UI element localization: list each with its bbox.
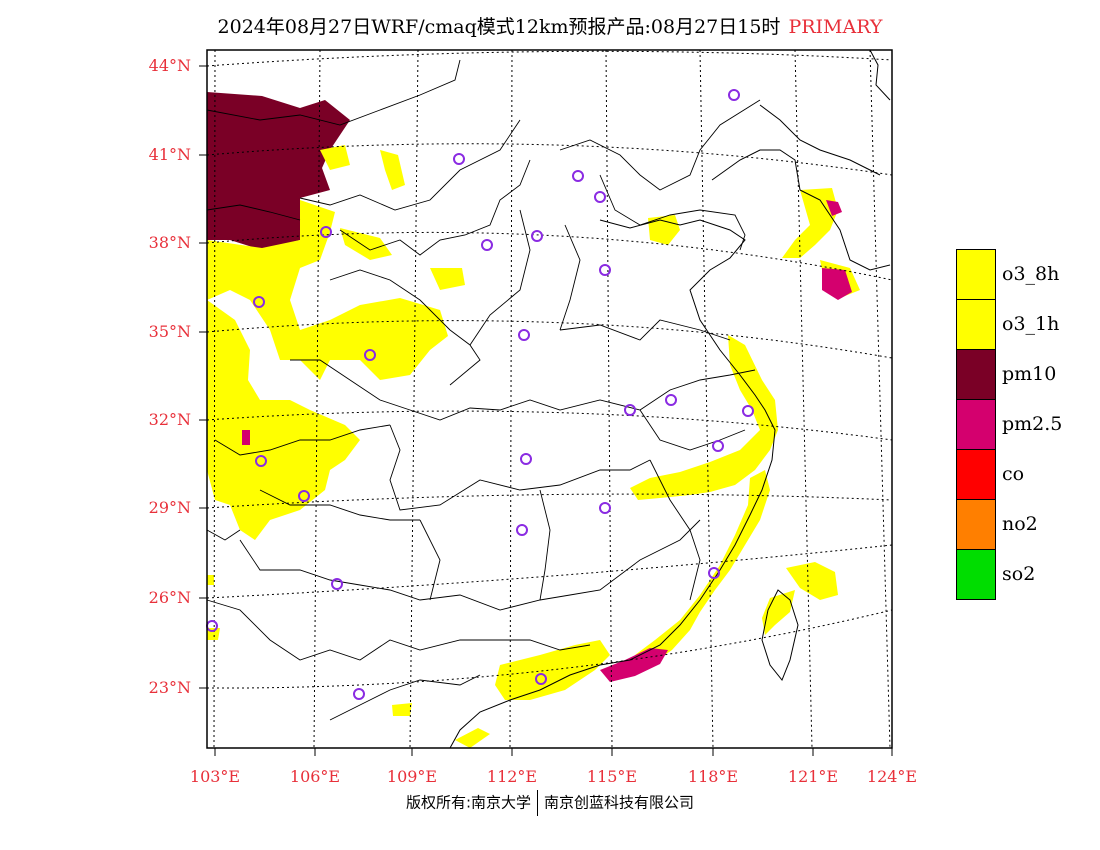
- pollutant-legend: o3_8h o3_1h pm10 pm2.5 co no2 so2: [956, 249, 1096, 600]
- lat-label: 41°N: [149, 145, 191, 164]
- lon-label: 112°E: [487, 767, 537, 786]
- footer-separator: [537, 790, 539, 816]
- lon-label: 124°E: [867, 767, 917, 786]
- legend-item: so2: [956, 549, 1096, 600]
- legend-item: pm10: [956, 349, 1096, 400]
- legend-label: o3_8h: [1002, 263, 1060, 285]
- lon-label: 121°E: [788, 767, 838, 786]
- primary-tag: PRIMARY: [788, 16, 883, 38]
- lat-label: 23°N: [149, 678, 191, 697]
- lon-label: 106°E: [290, 767, 340, 786]
- legend-item: pm2.5: [956, 399, 1096, 450]
- copyright-right: 南京创蓝科技有限公司: [544, 793, 695, 812]
- legend-label: so2: [1002, 563, 1036, 585]
- legend-label: no2: [1002, 513, 1038, 535]
- legend-item: o3_1h: [956, 299, 1096, 350]
- legend-label: co: [1002, 463, 1025, 485]
- latitude-labels: 44°N 41°N 38°N 35°N 32°N 29°N 26°N 23°N: [149, 56, 191, 697]
- lat-label: 26°N: [149, 588, 191, 607]
- copyright-footer: 版权所有:南京大学 南京创蓝科技有限公司: [0, 790, 1100, 816]
- legend-item: o3_8h: [956, 249, 1096, 300]
- axis-ticks: [199, 65, 893, 756]
- map-title: 2024年08月27日WRF/cmaq模式12km预报产品:08月27日15时 P…: [0, 12, 1100, 39]
- copyright-left: 版权所有:南京大学: [405, 793, 532, 812]
- lon-label: 103°E: [190, 767, 240, 786]
- lat-label: 29°N: [149, 498, 191, 517]
- lat-label: 38°N: [149, 233, 191, 252]
- legend-label: o3_1h: [1002, 313, 1060, 335]
- legend-swatch: [956, 349, 996, 400]
- lat-label: 44°N: [149, 56, 191, 75]
- lat-label: 35°N: [149, 322, 191, 341]
- legend-swatch: [956, 499, 996, 550]
- coastline: [449, 49, 891, 749]
- legend-item: co: [956, 449, 1096, 500]
- longitude-labels: 103°E 106°E 109°E 112°E 115°E 118°E 121°E 124°E: [190, 767, 917, 786]
- legend-swatch: [956, 449, 996, 500]
- title-text: 2024年08月27日WRF/cmaq模式12km预报产品:08月27日15时: [217, 16, 781, 38]
- legend-swatch: [956, 299, 996, 350]
- map-frame: [206, 49, 893, 749]
- graticule: [206, 49, 893, 749]
- station-markers: [206, 89, 754, 700]
- legend-swatch: [956, 249, 996, 300]
- pm10-region-north: [207, 92, 350, 250]
- lat-label: 32°N: [149, 410, 191, 429]
- lon-label: 118°E: [688, 767, 738, 786]
- legend-label: pm2.5: [1002, 413, 1063, 435]
- o3-regions: [207, 145, 860, 748]
- legend-swatch: [956, 549, 996, 600]
- lon-label: 109°E: [387, 767, 437, 786]
- legend-item: no2: [956, 499, 1096, 550]
- legend-label: pm10: [1002, 363, 1057, 385]
- lon-label: 115°E: [587, 767, 637, 786]
- province-boundaries: [206, 59, 761, 721]
- legend-swatch: [956, 399, 996, 450]
